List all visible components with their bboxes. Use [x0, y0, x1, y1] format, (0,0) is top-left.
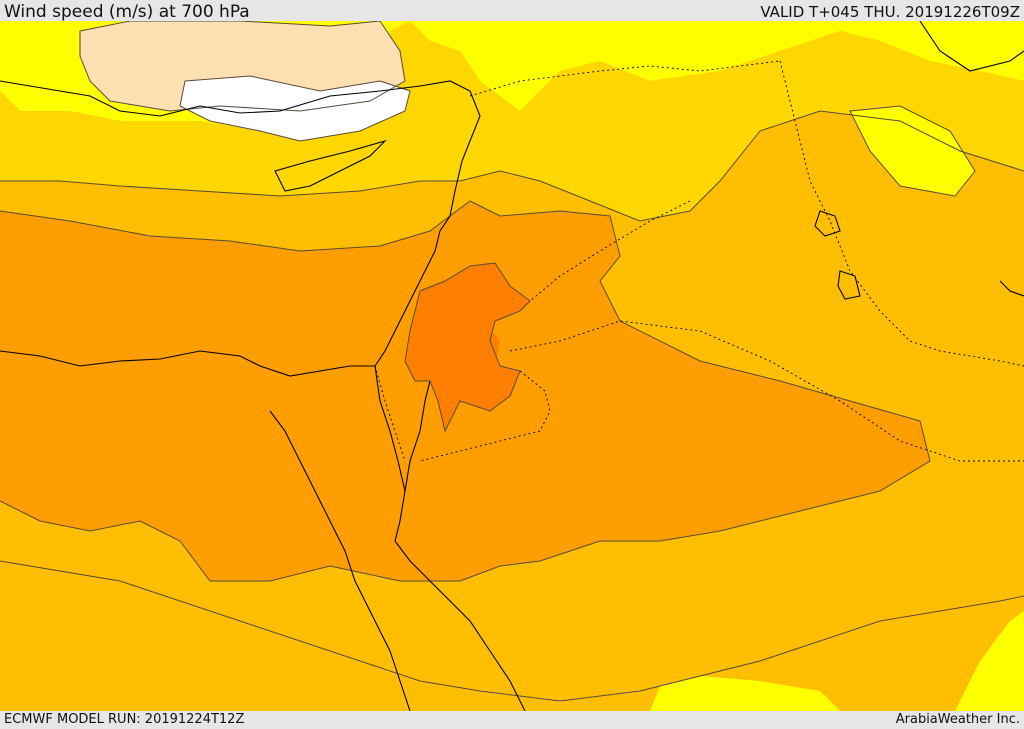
- header-bar: [0, 0, 1024, 21]
- coastline-aqaba: [404, 380, 431, 492]
- map-title: Wind speed (m/s) at 700 hPa: [4, 2, 250, 22]
- field-dark-orange-jordan: [448, 316, 500, 376]
- border-iran-iraq: [779, 60, 1024, 367]
- credit-label: ArabiaWeather Inc.: [895, 712, 1020, 727]
- coastline-gulf-head: [999, 280, 1024, 297]
- coastlines: [0, 21, 1024, 711]
- field-light-yellow-east: [850, 106, 975, 196]
- isotach-line: [79, 21, 406, 112]
- footer-bar: [0, 711, 1024, 729]
- coastline-levant: [374, 140, 471, 367]
- valid-time-label: VALID T+045 THU. 20191226T09Z: [760, 3, 1020, 21]
- model-run-label: ECMWF MODEL RUN: 20191224T12Z: [4, 712, 245, 727]
- isotach-line: [179, 75, 411, 142]
- field-light-yellow-se: [955, 611, 1024, 711]
- field-amber-south: [0, 561, 1024, 711]
- isotach-line: [849, 105, 976, 197]
- border-turkey-syria: [469, 60, 781, 97]
- field-light-yellow-s: [650, 676, 840, 711]
- coastline-gulf-suez: [269, 410, 411, 711]
- coastline-turkey-south: [0, 80, 481, 142]
- coastline-red-sea-east: [394, 540, 526, 711]
- coastline-egypt-north: [0, 350, 375, 377]
- isotach-line: [0, 560, 1024, 702]
- coastline-sinai-west: [374, 365, 406, 542]
- border-iraq-saudi: [509, 320, 1024, 462]
- coastline-lake-van: [814, 210, 841, 237]
- field-beige-anatolia: [80, 21, 405, 111]
- isotach-line: [0, 110, 1024, 222]
- borders: [374, 60, 1024, 462]
- coastline-caspian: [919, 21, 1024, 72]
- wind-speed-map: [0, 21, 1024, 711]
- coastline-cyprus: [274, 139, 387, 192]
- coastline-lake-urmia: [837, 270, 861, 300]
- isotach-line: [0, 200, 931, 582]
- field-yellow-med: [0, 21, 1024, 221]
- field-calm-pocket: [180, 76, 410, 141]
